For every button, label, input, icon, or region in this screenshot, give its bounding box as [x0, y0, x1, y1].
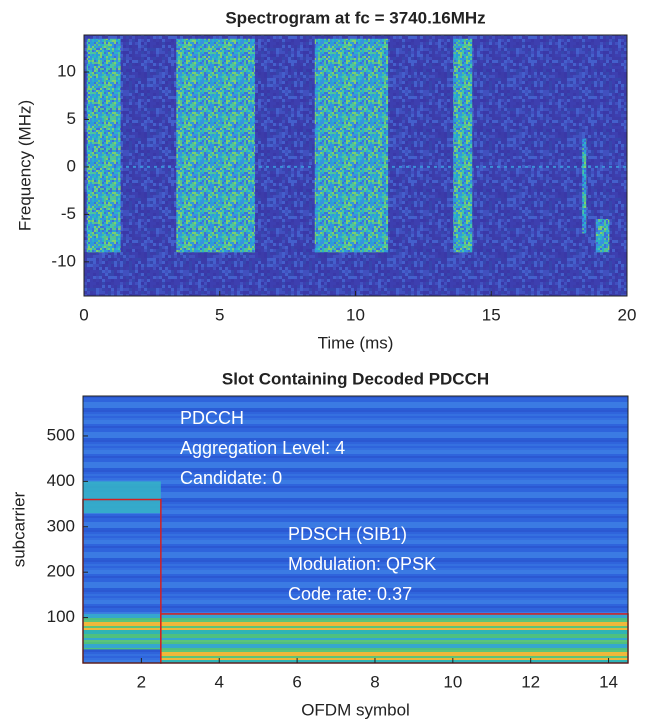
x-tick-label: 6: [292, 672, 301, 691]
x-tick-label: 20: [618, 305, 637, 324]
x-axis-label: OFDM symbol: [301, 700, 410, 719]
annotation: Aggregation Level: 4: [180, 438, 345, 458]
y-tick-label: 100: [47, 607, 75, 626]
burst: [86, 38, 121, 253]
burst: [453, 38, 473, 253]
y-tick-label: -5: [61, 204, 76, 223]
chart-title: Slot Containing Decoded PDCCH: [222, 369, 489, 388]
burst: [176, 38, 256, 253]
x-tick-label: 14: [599, 672, 618, 691]
x-tick-label: 8: [370, 672, 379, 691]
x-tick-label: 10: [443, 672, 462, 691]
y-axis-label: subcarrier: [9, 491, 28, 567]
y-tick-label: 10: [57, 61, 76, 80]
plot: [82, 395, 629, 664]
x-tick-label: 2: [137, 672, 146, 691]
burst: [314, 38, 389, 253]
chart-title: Spectrogram at fc = 3740.16MHz: [225, 8, 485, 27]
region-fill: [160, 613, 628, 663]
annotation: PDSCH (SIB1): [288, 524, 407, 544]
y-tick-label: -10: [51, 251, 76, 270]
x-tick-label: 4: [215, 672, 224, 691]
axes-frame: [82, 395, 629, 664]
x-tick-label: 5: [215, 305, 224, 324]
burst: [595, 219, 610, 253]
region-fill: [83, 481, 161, 514]
annotation: Candidate: 0: [180, 468, 282, 488]
x-axis-label: Time (ms): [318, 333, 394, 352]
x-tick-label: 15: [482, 305, 501, 324]
y-tick-label: 5: [67, 109, 76, 128]
plot: [83, 34, 628, 297]
x-tick-label: 12: [521, 672, 540, 691]
y-tick-label: 200: [47, 562, 75, 581]
region-fill: [83, 613, 161, 650]
x-tick-label: 10: [346, 305, 365, 324]
annotation: PDCCH: [180, 408, 244, 428]
burst: [582, 138, 587, 234]
y-tick-label: 400: [47, 471, 75, 490]
y-tick-label: 300: [47, 516, 75, 535]
y-tick-label: 0: [67, 156, 76, 175]
annotation: Code rate: 0.37: [288, 584, 412, 604]
y-tick-label: 500: [47, 425, 75, 444]
x-tick-label: 0: [79, 305, 88, 324]
y-axis-label: Frequency (MHz): [15, 100, 34, 231]
annotation: Modulation: QPSK: [288, 554, 436, 574]
